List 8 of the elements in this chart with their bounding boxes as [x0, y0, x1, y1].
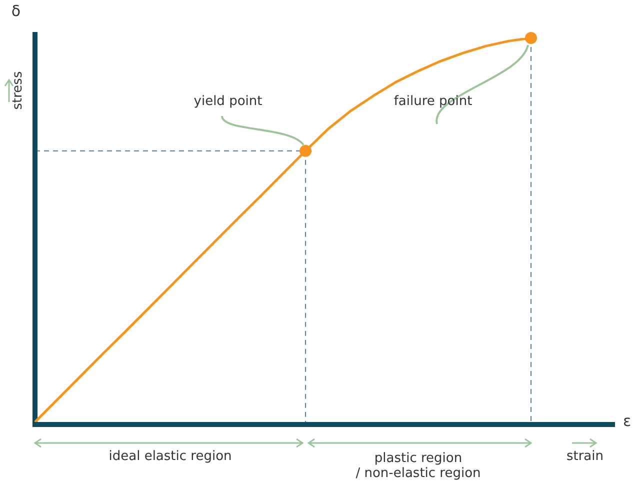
text: δ	[10, 2, 22, 20]
text: plastic region / non-elastic region	[354, 451, 482, 481]
y-axis-title: stress	[10, 70, 26, 112]
x-axis-title: strain	[565, 449, 605, 464]
annotation: yield point	[192, 94, 264, 109]
text: ε	[622, 412, 632, 430]
text: ideal elastic region	[108, 449, 233, 464]
annotation: failure point	[392, 94, 474, 109]
